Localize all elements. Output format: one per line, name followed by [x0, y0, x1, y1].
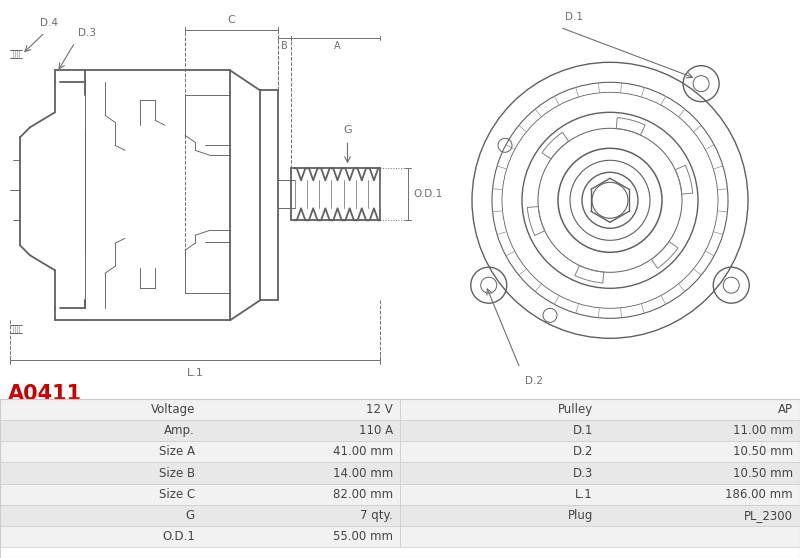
- Bar: [400, 505, 800, 526]
- Text: O.D.1: O.D.1: [162, 530, 195, 543]
- Text: Voltage: Voltage: [150, 403, 195, 416]
- Bar: [400, 526, 800, 547]
- Text: PL_2300: PL_2300: [744, 509, 793, 522]
- Text: 11.00 mm: 11.00 mm: [733, 424, 793, 437]
- Text: 41.00 mm: 41.00 mm: [333, 445, 393, 458]
- Bar: [0, 463, 400, 484]
- Text: 14.00 mm: 14.00 mm: [333, 466, 393, 479]
- Text: 55.00 mm: 55.00 mm: [333, 530, 393, 543]
- Text: 10.50 mm: 10.50 mm: [733, 466, 793, 479]
- Bar: [400, 399, 800, 420]
- Text: A: A: [334, 41, 341, 51]
- Text: Pulley: Pulley: [558, 403, 593, 416]
- Bar: [400, 484, 800, 505]
- Text: G: G: [343, 126, 352, 135]
- Bar: [0, 526, 400, 547]
- Text: 110 A: 110 A: [359, 424, 393, 437]
- Bar: [0, 484, 400, 505]
- Bar: [400, 463, 800, 484]
- Bar: [0, 441, 400, 463]
- Bar: [0, 420, 400, 441]
- Text: L.1: L.1: [575, 488, 593, 501]
- Text: 12 V: 12 V: [366, 403, 393, 416]
- Text: D.2: D.2: [525, 376, 543, 386]
- Bar: [0, 505, 400, 526]
- Bar: [400, 441, 800, 463]
- Bar: [0, 399, 400, 420]
- Text: D.1: D.1: [565, 12, 583, 22]
- Text: D.4: D.4: [40, 18, 58, 28]
- Text: B: B: [281, 41, 288, 51]
- Text: 186.00 mm: 186.00 mm: [726, 488, 793, 501]
- Text: Size A: Size A: [159, 445, 195, 458]
- Text: Size C: Size C: [158, 488, 195, 501]
- Text: D.2: D.2: [573, 445, 593, 458]
- Text: O.D.1: O.D.1: [413, 189, 442, 199]
- Text: 82.00 mm: 82.00 mm: [333, 488, 393, 501]
- Text: D.1: D.1: [573, 424, 593, 437]
- Bar: [400, 420, 800, 441]
- Text: AP: AP: [778, 403, 793, 416]
- Text: A0411: A0411: [8, 384, 82, 403]
- Text: 10.50 mm: 10.50 mm: [733, 445, 793, 458]
- Text: C: C: [228, 15, 235, 25]
- Text: Plug: Plug: [568, 509, 593, 522]
- Text: D.3: D.3: [573, 466, 593, 479]
- Text: G: G: [186, 509, 195, 522]
- Text: D.3: D.3: [78, 28, 96, 39]
- Text: Amp.: Amp.: [164, 424, 195, 437]
- Text: 7 qty.: 7 qty.: [360, 509, 393, 522]
- Text: L.1: L.1: [186, 368, 203, 378]
- Text: Size B: Size B: [159, 466, 195, 479]
